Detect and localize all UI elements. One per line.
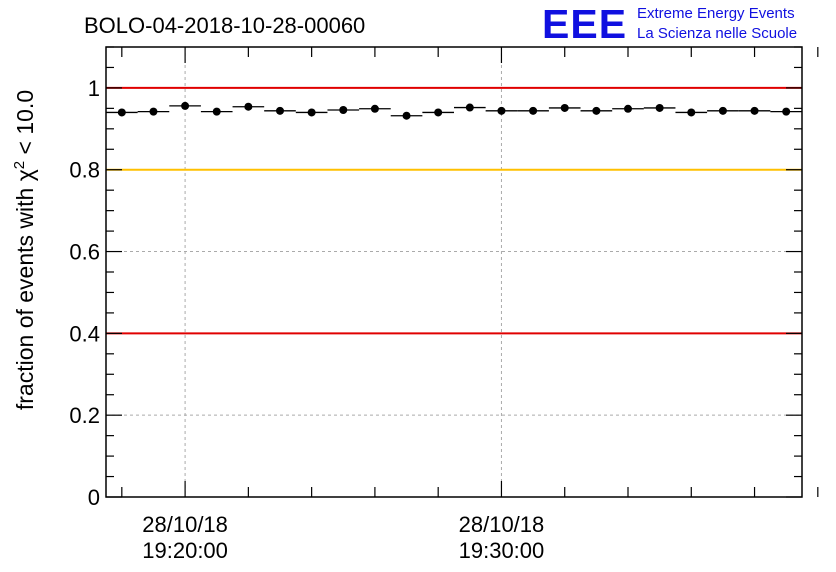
y-label-chi: χ [12, 169, 38, 181]
y-label-suffix: < 10.0 [12, 90, 38, 161]
data-point [181, 101, 190, 110]
data-point [149, 107, 158, 116]
data-point [592, 106, 601, 115]
data-point [244, 102, 253, 111]
data-point [276, 106, 284, 115]
reference-lines [106, 86, 802, 335]
y-tick-label: 0.6 [69, 240, 100, 265]
data-point [624, 104, 632, 113]
data-point [718, 106, 727, 115]
y-label-prefix: fraction of events with [12, 181, 38, 410]
data-point [212, 107, 221, 116]
data-point [529, 106, 538, 115]
logo-line2: La Scienza nelle Scuole [637, 25, 797, 42]
eee-logo: EEE Extreme Energy Events La Scienza nel… [542, 1, 797, 47]
grid-layer [106, 47, 802, 497]
data-point [687, 108, 696, 117]
y-axis-label: fraction of events with χ2 < 10.0 [11, 90, 38, 410]
y-tick-label: 0.4 [69, 321, 100, 346]
x-tick-label-time: 19:20:00 [142, 538, 228, 563]
data-point [307, 108, 316, 117]
y-tick-label: 0.2 [69, 403, 100, 428]
y-tick-label: 0.8 [69, 158, 100, 183]
x-tick-label-date: 28/10/18 [142, 512, 228, 537]
axes: 00.20.40.60.8128/10/1819:20:0028/10/1819… [69, 46, 819, 563]
data-point [782, 107, 791, 116]
data-point [402, 111, 411, 120]
data-point [434, 108, 443, 117]
chart-title: BOLO-04-2018-10-28-00060 [84, 13, 365, 38]
data-point [117, 108, 126, 117]
y-label-sup: 2 [11, 161, 28, 169]
data-point [370, 104, 379, 113]
data-point [750, 106, 759, 115]
data-point [465, 103, 474, 112]
data-point [560, 103, 569, 112]
y-tick-label: 1 [88, 76, 100, 101]
data-point [497, 106, 506, 115]
data-point [655, 103, 664, 112]
plot-frame [105, 46, 803, 498]
logo-mark: EEE [542, 1, 627, 47]
data-points [106, 101, 802, 120]
x-tick-label-time: 19:30:00 [459, 538, 545, 563]
x-tick-label-date: 28/10/18 [459, 512, 545, 537]
y-tick-label: 0 [88, 485, 100, 510]
data-point [339, 106, 348, 114]
logo-line1: Extreme Energy Events [637, 5, 795, 22]
